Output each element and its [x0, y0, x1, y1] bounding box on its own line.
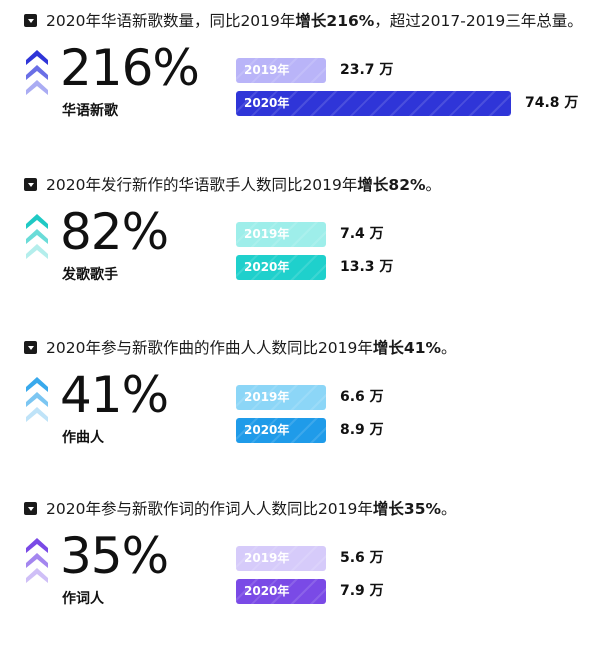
- bar-2019: 2019年: [236, 58, 326, 83]
- growth-percent: 35%: [60, 527, 169, 585]
- bar-year-label: 2020年: [244, 423, 290, 437]
- growth-chevrons-icon: [26, 538, 48, 583]
- bar-2019: 2019年: [236, 546, 326, 571]
- heading-text: 2020年华语新歌数量，同比2019年: [46, 12, 296, 30]
- chevron-shape: [26, 50, 48, 65]
- bar-value-label: 23.7 万: [340, 62, 394, 78]
- bar-value-label: 74.8 万: [525, 95, 579, 111]
- bar-texture: [236, 546, 326, 571]
- bar-texture: [236, 58, 326, 83]
- bar-2020: 2020年: [236, 418, 326, 443]
- chevron-shape: [26, 553, 48, 568]
- bar-texture: [236, 91, 511, 116]
- metric-caption: 作词人: [62, 591, 104, 607]
- chevron-shape: [26, 568, 48, 583]
- heading-suffix: 。: [441, 500, 457, 518]
- metric-caption: 发歌歌手: [62, 267, 118, 283]
- heading-emphasis: 增长41%: [372, 339, 442, 357]
- heading-emphasis: 增长216%: [295, 12, 375, 30]
- chevron-shape: [26, 80, 48, 95]
- growth-chevrons-icon: [26, 377, 48, 422]
- bar-texture: [236, 222, 326, 247]
- bar-year-label: 2020年: [244, 584, 290, 598]
- metric-caption: 华语新歌: [62, 103, 118, 119]
- bar-value-label: 7.9 万: [340, 583, 384, 599]
- growth-percent: 216%: [60, 39, 200, 97]
- bullet-icon: [24, 13, 37, 27]
- bar-value-label: 8.9 万: [340, 422, 384, 438]
- bar-2020: 2020年: [236, 579, 326, 604]
- bar-year-label: 2019年: [244, 551, 290, 565]
- bar-year-label: 2019年: [244, 227, 290, 241]
- bar-texture: [236, 418, 326, 443]
- bar-year-label: 2020年: [244, 96, 290, 110]
- bar-texture: [236, 255, 326, 280]
- heading-emphasis: 增长35%: [372, 500, 442, 518]
- heading-suffix: 。: [425, 176, 442, 194]
- heading-suffix: ，超过2017-2019三年总量。: [374, 12, 583, 30]
- growth-percent: 82%: [60, 203, 169, 261]
- stat-section: 2020年发行新作的华语歌手人数同比2019年 增长82%。 82% 发歌歌手 2019…: [0, 172, 600, 322]
- bullet-icon: [24, 501, 37, 515]
- stat-section: 2020年参与新歌作曲的作曲人人数同比2019年 增长41%。 41% 作曲人 2019…: [0, 335, 600, 485]
- bar-2019: 2019年: [236, 385, 326, 410]
- bar-value-label: 13.3 万: [340, 259, 394, 275]
- bar-year-label: 2019年: [244, 390, 290, 404]
- bar-2020: 2020年: [236, 255, 326, 280]
- stat-section: 2020年参与新歌作词的作词人人数同比2019年 增长35%。 35% 作词人 2019…: [0, 496, 600, 646]
- chevron-shape: [26, 65, 48, 80]
- bar-value-label: 6.6 万: [340, 389, 384, 405]
- chevron-shape: [26, 214, 48, 229]
- heading-text: 2020年发行新作的华语歌手人数同比2019年: [46, 176, 358, 194]
- bar-year-label: 2020年: [244, 260, 290, 274]
- growth-chevrons-icon: [26, 50, 48, 95]
- bar-value-label: 7.4 万: [340, 226, 384, 242]
- heading-text: 2020年参与新歌作曲的作曲人人数同比2019年: [46, 339, 373, 357]
- bar-year-label: 2019年: [244, 63, 290, 77]
- stat-section: 2020年华语新歌数量，同比2019年 增长216% ，超过2017-2019三年总…: [0, 8, 600, 158]
- heading-text: 2020年参与新歌作词的作词人人数同比2019年: [46, 500, 373, 518]
- chevron-shape: [26, 392, 48, 407]
- section-heading: 2020年发行新作的华语歌手人数同比2019年 增长82%。: [24, 172, 441, 196]
- section-heading: 2020年华语新歌数量，同比2019年 增长216% ，超过2017-2019三年总…: [24, 8, 583, 32]
- heading-emphasis: 增长82%: [357, 176, 426, 194]
- metric-caption: 作曲人: [62, 430, 104, 446]
- heading-suffix: 。: [441, 339, 457, 357]
- growth-chevrons-icon: [26, 214, 48, 259]
- chevron-shape: [26, 244, 48, 259]
- chevron-shape: [26, 538, 48, 553]
- bar-2020: 2020年: [236, 91, 511, 116]
- bullet-icon: [24, 177, 37, 191]
- chevron-shape: [26, 229, 48, 244]
- bar-value-label: 5.6 万: [340, 550, 384, 566]
- section-heading: 2020年参与新歌作曲的作曲人人数同比2019年 增长41%。: [24, 335, 457, 359]
- chevron-shape: [26, 377, 48, 392]
- chevron-shape: [26, 407, 48, 422]
- bullet-icon: [24, 340, 37, 354]
- growth-percent: 41%: [60, 366, 169, 424]
- bar-texture: [236, 385, 326, 410]
- section-heading: 2020年参与新歌作词的作词人人数同比2019年 增长35%。: [24, 496, 457, 520]
- bar-texture: [236, 579, 326, 604]
- bar-2019: 2019年: [236, 222, 326, 247]
